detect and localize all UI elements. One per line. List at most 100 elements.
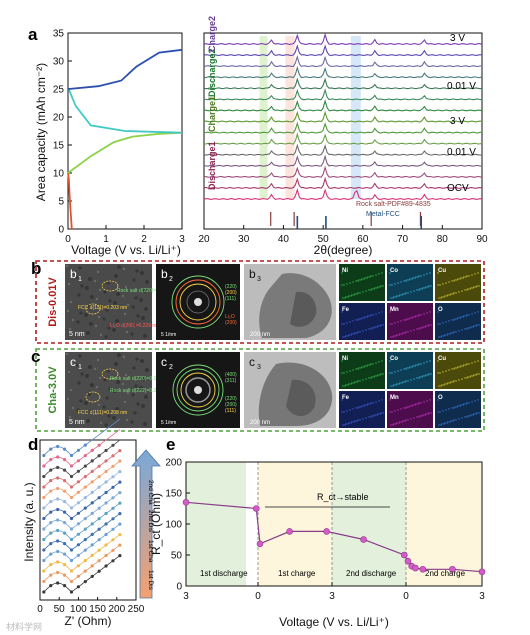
texture-dot — [113, 301, 117, 305]
map-dot — [428, 324, 430, 326]
xrd-curve — [203, 32, 483, 45]
map-dot — [466, 416, 468, 418]
map-dot — [449, 382, 451, 384]
eis-point — [56, 560, 60, 564]
map-dot — [375, 362, 377, 364]
eis-point — [111, 443, 115, 447]
map-dot — [405, 419, 407, 421]
map-dot — [430, 373, 432, 375]
map-dot — [476, 324, 478, 326]
eis-point — [90, 553, 94, 558]
map-dot — [462, 277, 464, 279]
eis-point — [97, 443, 101, 447]
eis-point — [76, 564, 80, 568]
eis-point — [62, 573, 67, 577]
map-dot — [422, 326, 424, 328]
map-dot — [439, 284, 441, 286]
texture-dot — [84, 313, 88, 317]
xtick-label: 40 — [278, 234, 290, 245]
eis-point — [49, 552, 53, 556]
xrd-side-charge1: Charge1 — [207, 96, 217, 132]
map-dot — [404, 420, 406, 422]
map-dot — [418, 402, 420, 404]
map-dot — [448, 281, 450, 283]
map-dot — [354, 420, 356, 422]
map-dot — [454, 279, 456, 281]
map-dot — [377, 325, 379, 327]
map-dot — [342, 424, 344, 426]
texture-dot — [106, 281, 110, 285]
svg-text:(111): (111) — [225, 408, 236, 414]
map-dot — [466, 402, 468, 404]
texture-dot — [78, 266, 82, 270]
map-dot — [371, 376, 373, 378]
map-dot — [364, 365, 366, 367]
map-dot — [475, 374, 477, 376]
map-dot — [413, 329, 415, 331]
map-dot — [344, 297, 346, 299]
map-dot — [443, 423, 445, 425]
eis-point — [111, 475, 115, 479]
eis-point — [76, 448, 80, 452]
map-dot — [370, 289, 372, 291]
map-dot — [468, 314, 470, 316]
texture-dot — [86, 331, 90, 335]
map-dot — [390, 385, 392, 387]
xrd-curve — [203, 188, 483, 200]
eis-point — [62, 584, 67, 588]
rct-point — [360, 536, 367, 543]
map-dot — [428, 412, 430, 414]
texture-dot — [76, 408, 80, 412]
map-dot — [467, 288, 469, 290]
eis-point — [49, 521, 53, 525]
map-dot — [478, 285, 480, 287]
texture-dot — [78, 354, 82, 358]
map-dot — [475, 325, 477, 327]
map-dot — [349, 370, 351, 372]
map-dot — [370, 416, 372, 418]
map-dot — [405, 331, 407, 333]
map-dot — [395, 335, 397, 337]
eis-point — [90, 469, 94, 473]
map-dot — [398, 383, 400, 385]
map-dot — [342, 336, 344, 338]
texture-dot — [136, 314, 140, 318]
texture-dot — [85, 374, 89, 378]
map-dot — [405, 380, 407, 382]
eis-point — [49, 479, 53, 483]
map-dot — [467, 376, 469, 378]
texture-dot — [70, 361, 74, 365]
map-dot — [437, 272, 439, 274]
rct-point — [449, 565, 456, 573]
map-dot — [457, 366, 459, 368]
eis-point — [90, 522, 94, 526]
map-dot — [372, 402, 374, 404]
eis-point — [83, 517, 87, 521]
map-dot — [454, 406, 456, 408]
map-dot — [370, 275, 372, 277]
texture-dot — [67, 370, 71, 374]
texture-dot — [87, 392, 91, 396]
map-dot — [456, 406, 458, 408]
texture-dot — [102, 317, 106, 321]
eis-point — [56, 465, 60, 470]
map-dot — [438, 424, 440, 426]
eis-point — [118, 543, 122, 547]
map-dot — [437, 372, 439, 374]
map-dot — [382, 412, 384, 414]
xtick-label: 0 — [403, 591, 409, 602]
texture-dot — [97, 315, 101, 319]
map-dot — [471, 313, 473, 315]
map-dot — [356, 381, 358, 383]
map-dot — [422, 287, 424, 289]
map-dot — [378, 400, 380, 402]
eis-point — [104, 511, 108, 516]
texture-dot — [103, 290, 107, 294]
eis-point — [111, 485, 115, 489]
texture-dot — [145, 280, 149, 284]
map-dot — [368, 289, 370, 291]
map-dot — [365, 378, 367, 380]
map-dot — [406, 367, 408, 369]
map-dot — [350, 422, 352, 424]
eis-point — [111, 538, 115, 542]
